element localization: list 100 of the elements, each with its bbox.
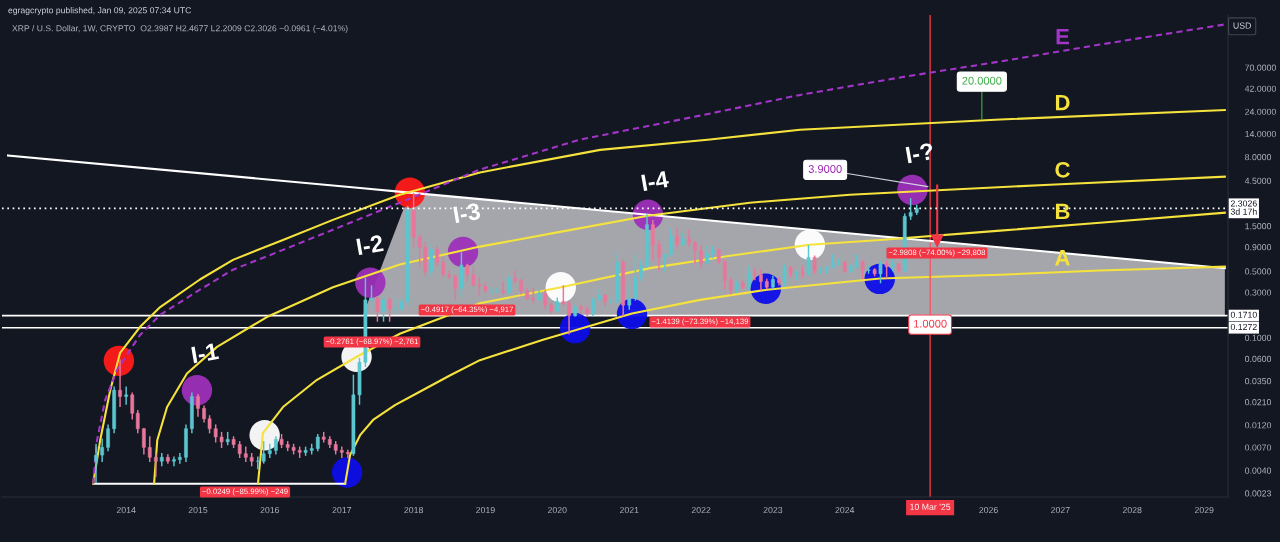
candlestick	[100, 438, 104, 462]
x-tick-label: 2028	[1122, 506, 1142, 514]
x-tick-label: 2023	[763, 506, 783, 514]
candlestick	[747, 265, 751, 291]
candlestick	[699, 245, 703, 269]
candlestick	[154, 452, 158, 477]
y-tick-label: 4.5000	[1244, 177, 1272, 184]
candlestick	[627, 285, 632, 310]
candlestick	[675, 227, 679, 250]
candlestick	[495, 287, 499, 294]
candlestick	[387, 297, 392, 322]
ref-line-label: 0.1710	[1230, 311, 1257, 318]
x-tick-label: 2016	[260, 506, 280, 514]
x-tick-label: 2026	[979, 506, 998, 514]
series-label: A	[1055, 250, 1070, 266]
y-tick-label: 42.0000	[1244, 85, 1276, 92]
y-tick-label: 24.0000	[1245, 108, 1276, 115]
x-tick-label: 2029	[1194, 506, 1214, 514]
y-axis-title: USD	[1233, 22, 1251, 29]
candlestick	[196, 394, 200, 417]
candlestick	[513, 270, 517, 284]
candlestick	[579, 304, 583, 315]
candlestick	[663, 253, 667, 272]
y-tick-label: 0.0600	[1245, 355, 1272, 362]
candlestick	[255, 456, 260, 470]
candlestick	[657, 239, 661, 272]
candlestick	[429, 244, 434, 277]
candlestick	[501, 281, 505, 295]
point	[930, 234, 944, 247]
x-tick-label: 2024	[835, 506, 855, 514]
annotation: I-?	[905, 142, 934, 164]
y-tick-label: 70.0000	[1245, 64, 1276, 71]
y-tick-label: 0.0350	[1245, 378, 1272, 385]
ref-line-label: 2.3026 3d 17h	[1230, 200, 1257, 215]
candlestick	[609, 297, 614, 305]
candlestick	[381, 295, 386, 322]
candlestick	[124, 386, 129, 405]
y-tick-label: 0.0120	[1245, 422, 1272, 429]
candlestick	[106, 424, 110, 452]
candlestick	[130, 392, 135, 420]
candlestick	[178, 452, 182, 464]
candlestick	[375, 295, 380, 322]
x-tick-label: 2017	[332, 506, 352, 514]
y-tick-label: 0.1000	[1245, 334, 1272, 341]
series-label: D	[1055, 94, 1070, 111]
chart-title: egragcrypto published, Jan 09, 2025 07:34 UTC	[8, 6, 192, 16]
candlestick	[172, 456, 176, 467]
y-tick-label: 0.0070	[1245, 444, 1272, 451]
y-tick-label: 14.0000	[1245, 130, 1276, 138]
candlestick	[543, 290, 548, 310]
candlestick	[261, 441, 266, 464]
candlestick	[435, 246, 440, 266]
annotation: 20.0000	[962, 76, 1002, 85]
series-label: C	[1055, 161, 1070, 178]
y-tick-label: 0.0023	[1245, 490, 1272, 497]
series-label: E	[1056, 28, 1070, 45]
candlestick	[782, 264, 787, 287]
candlestick	[459, 252, 464, 298]
y-tick-label: 8.0000	[1245, 154, 1272, 161]
candlestick	[142, 427, 146, 455]
candlestick	[693, 241, 697, 265]
candlestick	[135, 410, 140, 434]
candlestick	[651, 220, 655, 262]
x-tick-label: 2027	[1051, 506, 1070, 514]
candlestick	[878, 260, 883, 284]
candlestick	[759, 268, 763, 291]
candlestick	[166, 454, 170, 464]
y-tick-label: 0.5000	[1245, 268, 1272, 275]
x-tick-label: 2018	[404, 506, 423, 514]
y-tick-label: 0.0210	[1245, 399, 1272, 406]
candlestick	[669, 228, 673, 257]
y-tick-label: 0.9000	[1245, 244, 1272, 251]
y-tick-label: 1.5000	[1245, 223, 1272, 230]
y-tick-label: 0.3000	[1245, 289, 1272, 296]
text: XRP / U.S. Dollar, 1W, CRYPTO O2.3987 H2.4677 L2.2009 C2.3026 −0.0961 (−4.01%)	[12, 24, 348, 34]
x-tick-label: 2021	[619, 506, 639, 514]
ref-line-label: 0.1272	[1230, 323, 1257, 331]
candlestick	[453, 274, 458, 301]
annotation: 1.0000	[913, 319, 947, 328]
candlestick	[94, 443, 98, 484]
candlestick	[267, 443, 272, 459]
candlestick	[507, 274, 511, 295]
x-tick-label: 2020	[547, 506, 567, 514]
candlestick	[118, 359, 122, 407]
x-tick-label: 2019	[476, 506, 495, 514]
x-tick-label: 2014	[116, 506, 136, 514]
ref-line-label: 10 Mar '25	[910, 503, 951, 510]
candlestick	[806, 244, 811, 276]
x-tick-label: 2015	[188, 506, 208, 514]
candlestick	[752, 268, 757, 281]
annotation: 3.9000	[808, 165, 842, 173]
y-tick-label: 0.0040	[1245, 467, 1272, 474]
annotation: I-3	[453, 202, 481, 224]
candlestick	[687, 229, 691, 247]
candlestick	[346, 449, 350, 459]
candlestick	[147, 436, 152, 462]
annotation: I-2	[356, 234, 384, 256]
annotation: I-1	[191, 342, 220, 364]
series-label: B	[1055, 203, 1070, 220]
candlestick	[339, 446, 344, 459]
